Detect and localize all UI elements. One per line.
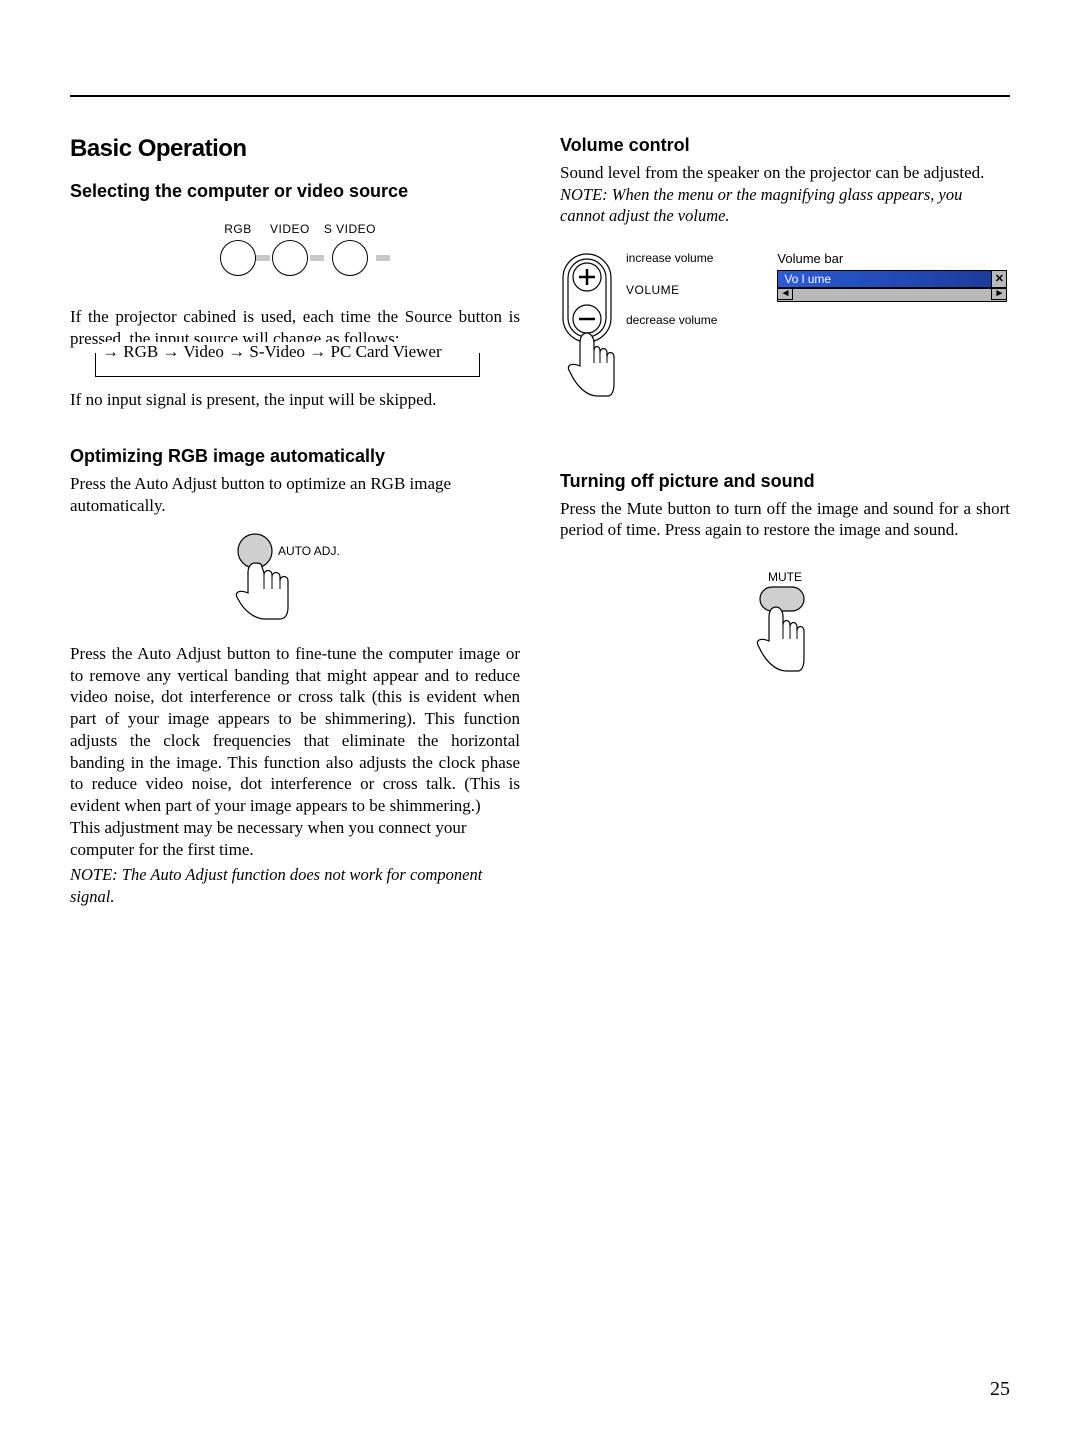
left-column: Basic Operation Selecting the computer o… [70, 135, 520, 907]
rgb-button-group: RGB [220, 222, 256, 276]
volume-note: NOTE: When the menu or the magnifying gl… [560, 184, 1010, 227]
volume-figure-row: increase volume VOLUME decrease volume V… [560, 251, 1010, 411]
video-label: VIDEO [270, 222, 310, 236]
arrow-right-icon: ► [991, 288, 1007, 300]
page-title: Basic Operation [70, 135, 520, 163]
svideo-button-group: S VIDEO [324, 222, 376, 276]
volume-para1: Sound level from the speaker on the proj… [560, 162, 1010, 184]
vol-decrease-label: decrease volume [626, 313, 717, 327]
volume-bar-title: Volume bar [777, 251, 1010, 266]
autoadj-para1: Press the Auto Adjust button to optimize… [70, 473, 520, 517]
two-column-layout: Basic Operation Selecting the computer o… [70, 135, 1010, 907]
video-button-icon [272, 240, 308, 276]
section-optimizing: Optimizing RGB image automatically Press… [70, 446, 520, 907]
autoadj-button-icon: AUTO ADJ. [230, 531, 360, 621]
mute-label: MUTE [768, 570, 802, 584]
source-cycle-box: → RGB → Video → S-Video → PC Card Viewer [95, 353, 480, 377]
vol-volume-label: VOLUME [626, 283, 717, 297]
section-heading-volume: Volume control [560, 135, 1010, 156]
top-rule [70, 95, 1010, 97]
connector-icon [376, 255, 390, 261]
volume-bar-figure: Volume bar Vo l ume ✕ ◄ ► [777, 251, 1010, 302]
section-heading-mute: Turning off picture and sound [560, 471, 1010, 492]
manual-page: Basic Operation Selecting the computer o… [0, 0, 1080, 947]
rgb-label: RGB [224, 222, 252, 236]
autoadj-note: NOTE: The Auto Adjust function does not … [70, 864, 520, 907]
volume-labels: increase volume VOLUME decrease volume [626, 251, 717, 327]
right-column: Volume control Sound level from the spea… [560, 135, 1010, 907]
source-cycle-text: → RGB → Video → S-Video → PC Card Viewer [102, 342, 442, 361]
svideo-label: S VIDEO [324, 222, 376, 236]
rgb-button-icon [220, 240, 256, 276]
mute-button-icon: MUTE [740, 569, 830, 679]
autoadj-para3: This adjustment may be necessary when yo… [70, 817, 520, 861]
connector-icon [310, 255, 324, 261]
source-buttons-figure: RGB VIDEO S VIDEO [70, 222, 520, 276]
autoadj-figure: AUTO ADJ. [70, 531, 520, 621]
arrow-left-icon: ◄ [777, 288, 793, 300]
autoadj-para2: Press the Auto Adjust button to fine-tun… [70, 643, 520, 817]
section-heading-source: Selecting the computer or video source [70, 181, 520, 202]
close-icon: ✕ [991, 270, 1007, 288]
video-button-group: VIDEO [270, 222, 310, 276]
svideo-button-icon [332, 240, 368, 276]
volume-button-icon [560, 251, 616, 411]
mute-figure: MUTE [560, 569, 1010, 679]
volume-bar-text: Vo l ume [784, 272, 831, 286]
vol-increase-label: increase volume [626, 251, 717, 265]
autoadj-label: AUTO ADJ. [278, 544, 340, 558]
connector-icon [256, 255, 270, 261]
volume-slider: ◄ ► [777, 288, 1007, 302]
source-para2: If no input signal is present, the input… [70, 389, 520, 411]
section-heading-autoadj: Optimizing RGB image automatically [70, 446, 520, 467]
volume-bar: Vo l ume ✕ [777, 270, 1007, 288]
volume-control-figure: increase volume VOLUME decrease volume [560, 251, 717, 411]
page-number: 25 [990, 1378, 1010, 1401]
mute-para1: Press the Mute button to turn off the im… [560, 498, 1010, 542]
